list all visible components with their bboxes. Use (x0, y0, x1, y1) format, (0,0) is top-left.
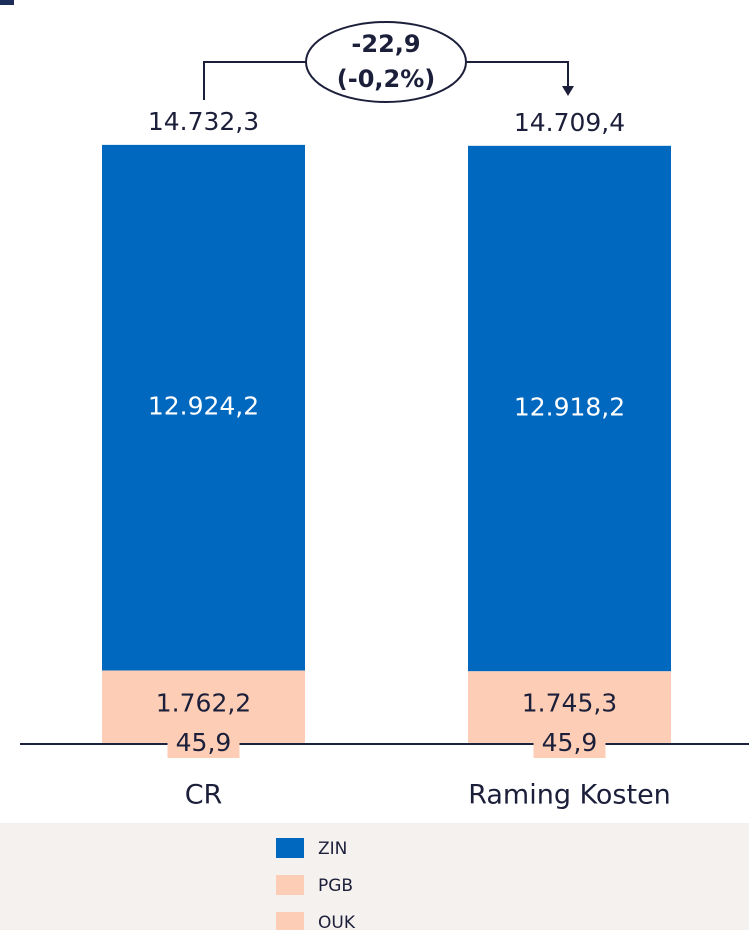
x-tick-label: CR (185, 780, 223, 811)
annotation-text: (-0,2%) (337, 65, 435, 93)
total-label: 14.732,3 (148, 107, 259, 136)
bar-segment (102, 144, 305, 671)
annotation-text: -22,9 (351, 30, 420, 58)
value-label: 1.745,3 (522, 689, 617, 718)
legend-label: OUK (318, 913, 356, 930)
x-tick-label: Raming Kosten (468, 780, 671, 811)
value-label: 12.924,2 (148, 392, 259, 421)
legend-label: PGB (318, 876, 353, 896)
corner-mark (0, 0, 14, 5)
value-label: 45,9 (176, 728, 232, 757)
legend-swatch (276, 912, 304, 930)
bar-segment (468, 145, 671, 672)
annotation-bubble (305, 21, 467, 103)
label-background (167, 730, 240, 758)
value-label: 45,9 (542, 728, 598, 757)
legend-swatch (276, 838, 304, 858)
value-label: 1.762,2 (156, 688, 251, 717)
arrow-head (562, 86, 574, 96)
legend-label: ZIN (318, 839, 347, 859)
value-label: 12.918,2 (514, 392, 625, 421)
label-background (533, 730, 606, 758)
legend-background (0, 823, 749, 930)
legend-swatch (276, 875, 304, 895)
total-label: 14.709,4 (514, 108, 625, 137)
bracket (203, 61, 569, 100)
